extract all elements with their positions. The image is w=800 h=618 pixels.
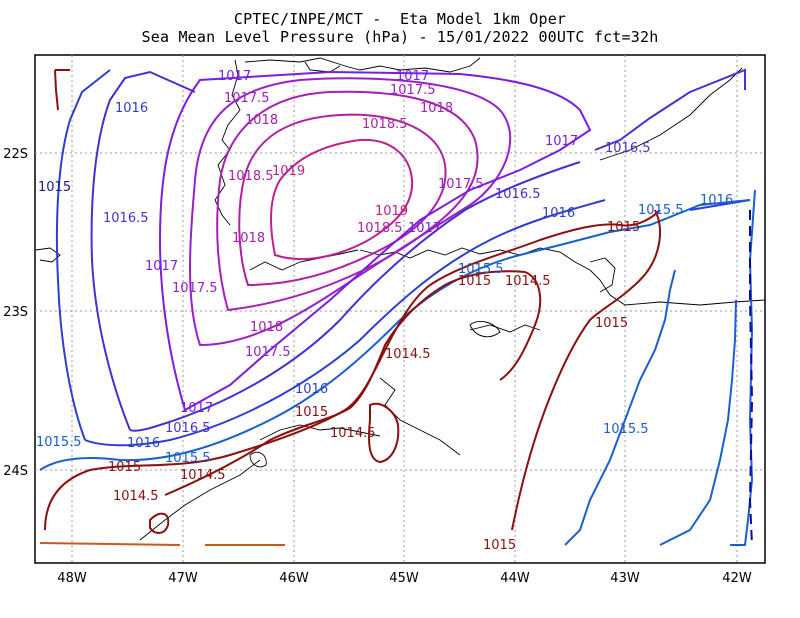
x-tick-label: 46W — [279, 571, 309, 586]
contour-label: 1018.5 — [357, 221, 403, 236]
contour-label: 1016 — [700, 193, 733, 208]
contour-label: 1018 — [245, 113, 278, 128]
contour-label: 1018.5 — [228, 169, 274, 184]
x-tick-label: 44W — [500, 571, 530, 586]
x-tick-label: 45W — [389, 571, 419, 586]
contour-label: 1015.5 — [638, 203, 684, 218]
contour-label: 1015.5 — [458, 262, 504, 277]
contour-label: 1018.5 — [362, 117, 408, 132]
contour-label: 1015 — [38, 180, 71, 195]
contour-label: 1015 — [483, 538, 516, 553]
contour-label: 1014.5 — [330, 426, 376, 441]
contour-label: 1016 — [295, 382, 328, 397]
contour-label: 1015.5 — [36, 435, 82, 450]
contour-label: 1016.5 — [495, 187, 541, 202]
dashed-isobar — [748, 210, 754, 546]
contour-label: 1016.5 — [165, 421, 211, 436]
y-tick-label: 24S — [3, 464, 28, 479]
contour-label: 1016.5 — [605, 141, 651, 156]
x-tick-label: 47W — [168, 571, 198, 586]
y-axis: 22S 23S 24S — [3, 147, 28, 479]
contour-label: 1017.5 — [390, 83, 436, 98]
contour-label: 1015.5 — [165, 451, 211, 466]
contour-label: 1017.5 — [224, 91, 270, 106]
contour-label: 1017 — [180, 401, 213, 416]
contour-label: 1015 — [295, 405, 328, 420]
contour-label: 1014.5 — [113, 489, 159, 504]
contour-label: 1015 — [607, 220, 640, 235]
contour-label: 1017 — [545, 134, 578, 149]
contour-label: 1015 — [108, 460, 141, 475]
contour-label: 1016 — [542, 206, 575, 221]
contour-label: 1015.5 — [603, 422, 649, 437]
contour-label: 1016 — [127, 436, 160, 451]
map-frame — [34, 54, 766, 564]
contour-label: 1016.5 — [103, 211, 149, 226]
contour-label: 1019 — [375, 204, 408, 219]
y-tick-label: 23S — [3, 305, 28, 320]
contour-label: 1017 — [396, 69, 429, 84]
y-tick-label: 22S — [3, 147, 28, 162]
contour-labels: 1017 1017 1017.5 1017.5 1018 1018 1018.5… — [36, 69, 733, 553]
contour-label: 1017.5 — [245, 345, 291, 360]
x-tick-label: 42W — [722, 571, 752, 586]
map-subtitle: Sea Mean Level Pressure (hPa) - 15/01/20… — [141, 28, 659, 46]
contour-label: 1014.5 — [385, 347, 431, 362]
contour-label: 1014.5 — [180, 468, 226, 483]
low-isobars — [44, 69, 661, 534]
orange-isobar — [39, 542, 285, 546]
contour-label: 1017.5 — [172, 281, 218, 296]
contour-label: 1019 — [272, 164, 305, 179]
contour-label: 1014.5 — [505, 274, 551, 289]
contour-label: 1015 — [595, 316, 628, 331]
contour-label: 1018 — [232, 231, 265, 246]
contour-label: 1016 — [115, 101, 148, 116]
contour-label: 1017 — [408, 221, 441, 236]
contour-label: 1017 — [145, 259, 178, 274]
x-axis: 48W 47W 46W 45W 44W 43W 42W — [57, 571, 752, 586]
contour-label: 1015 — [458, 274, 491, 289]
contour-label: 1018 — [420, 101, 453, 116]
contour-label: 1018 — [250, 320, 283, 335]
contour-label: 1017.5 — [438, 177, 484, 192]
coastline — [35, 57, 766, 541]
map-title: CPTEC/INPE/MCT - Eta Model 1km Oper — [233, 10, 567, 28]
x-tick-label: 43W — [610, 571, 640, 586]
x-tick-label: 48W — [57, 571, 87, 586]
contour-label: 1017 — [218, 69, 251, 84]
